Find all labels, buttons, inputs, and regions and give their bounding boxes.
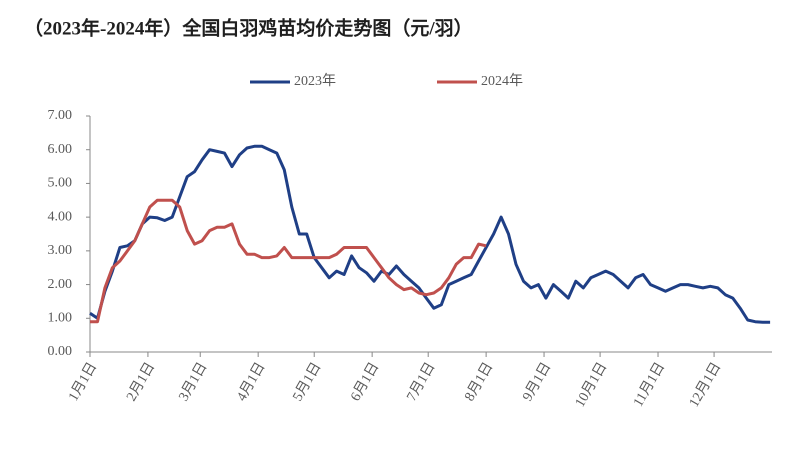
series-line <box>89 144 771 324</box>
y-tick-label: 4.00 <box>48 209 73 224</box>
chart-title: （2023年-2024年）全国白羽鸡苗均价走势图（元/羽） <box>24 16 473 39</box>
y-tick-label: 7.00 <box>48 108 73 123</box>
y-tick-label: 1.00 <box>48 311 73 326</box>
x-tick-label: 2月1日 <box>123 360 158 404</box>
x-tick-label: 11月1日 <box>630 360 668 410</box>
series-line <box>90 198 487 324</box>
legend-label: 2023年 <box>294 73 336 89</box>
x-tick-label: 8月1日 <box>462 360 497 404</box>
x-tick-label: 6月1日 <box>348 360 383 404</box>
x-tick-label: 7月1日 <box>404 360 439 404</box>
x-tick-label: 10月1日 <box>572 360 610 410</box>
x-tick-label: 9月1日 <box>519 360 554 404</box>
y-tick-label: 3.00 <box>48 243 73 258</box>
y-tick-label: 2.00 <box>48 277 73 292</box>
y-tick-label: 6.00 <box>48 142 73 157</box>
x-tick-label: 4月1日 <box>234 360 269 404</box>
legend-label: 2024年 <box>481 73 523 89</box>
x-tick-label: 5月1日 <box>290 360 325 404</box>
x-tick-label: 3月1日 <box>176 360 211 404</box>
y-tick-label: 0.00 <box>48 344 73 359</box>
x-tick-label: 1月1日 <box>65 360 100 404</box>
x-tick-label: 12月1日 <box>686 360 724 410</box>
y-tick-label: 5.00 <box>48 176 73 191</box>
